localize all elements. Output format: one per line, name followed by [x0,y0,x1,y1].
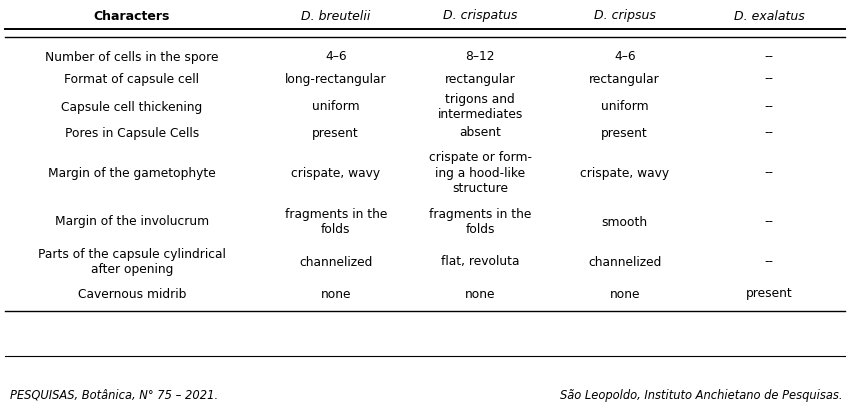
Text: São Leopoldo, Instituto Anchietano de Pesquisas.: São Leopoldo, Instituto Anchietano de Pe… [560,387,843,401]
Text: channelized: channelized [588,255,661,268]
Text: Format of capsule cell: Format of capsule cell [65,72,199,85]
Text: trigons and
intermediates: trigons and intermediates [438,93,523,121]
Text: rectangular: rectangular [589,72,660,85]
Text: Margin of the involucrum: Margin of the involucrum [54,215,209,228]
Text: crispate or form-
ing a hood-like
structure: crispate or form- ing a hood-like struct… [428,151,532,194]
Text: --: -- [765,126,774,139]
Text: Pores in Capsule Cells: Pores in Capsule Cells [65,126,199,139]
Text: none: none [320,287,351,300]
Text: fragments in the
folds: fragments in the folds [285,207,387,235]
Text: present: present [312,126,359,139]
Text: crispate, wavy: crispate, wavy [292,166,380,179]
Text: Characters: Characters [94,9,170,22]
Text: Capsule cell thickening: Capsule cell thickening [61,100,202,113]
Text: D. crispatus: D. crispatus [443,9,518,22]
Text: long-rectangular: long-rectangular [285,72,387,85]
Text: none: none [465,287,496,300]
Text: channelized: channelized [299,255,372,268]
Text: present: present [601,126,648,139]
Text: fragments in the
folds: fragments in the folds [429,207,531,235]
Text: uniform: uniform [601,100,649,113]
Text: present: present [745,287,792,300]
Text: D. cripsus: D. cripsus [594,9,655,22]
Text: D. exalatus: D. exalatus [734,9,805,22]
Text: flat, revoluta: flat, revoluta [441,255,519,268]
Text: --: -- [765,215,774,228]
Text: 4–6: 4–6 [614,50,636,63]
Text: smooth: smooth [602,215,648,228]
Text: 4–6: 4–6 [325,50,347,63]
Text: Margin of the gametophyte: Margin of the gametophyte [48,166,216,179]
Text: --: -- [765,166,774,179]
Text: Cavernous midrib: Cavernous midrib [77,287,186,300]
Text: uniform: uniform [312,100,360,113]
Text: absent: absent [459,126,502,139]
Text: rectangular: rectangular [445,72,516,85]
Text: --: -- [765,50,774,63]
Text: none: none [609,287,640,300]
Text: PESQUISAS, Botânica, N° 75 – 2021.: PESQUISAS, Botânica, N° 75 – 2021. [10,387,218,401]
Text: --: -- [765,255,774,268]
Text: --: -- [765,72,774,85]
Text: 8–12: 8–12 [466,50,495,63]
Text: Number of cells in the spore: Number of cells in the spore [45,50,218,63]
Text: crispate, wavy: crispate, wavy [581,166,669,179]
Text: Parts of the capsule cylindrical
after opening: Parts of the capsule cylindrical after o… [37,247,226,275]
Text: --: -- [765,100,774,113]
Text: D. breutelii: D. breutelii [301,9,371,22]
